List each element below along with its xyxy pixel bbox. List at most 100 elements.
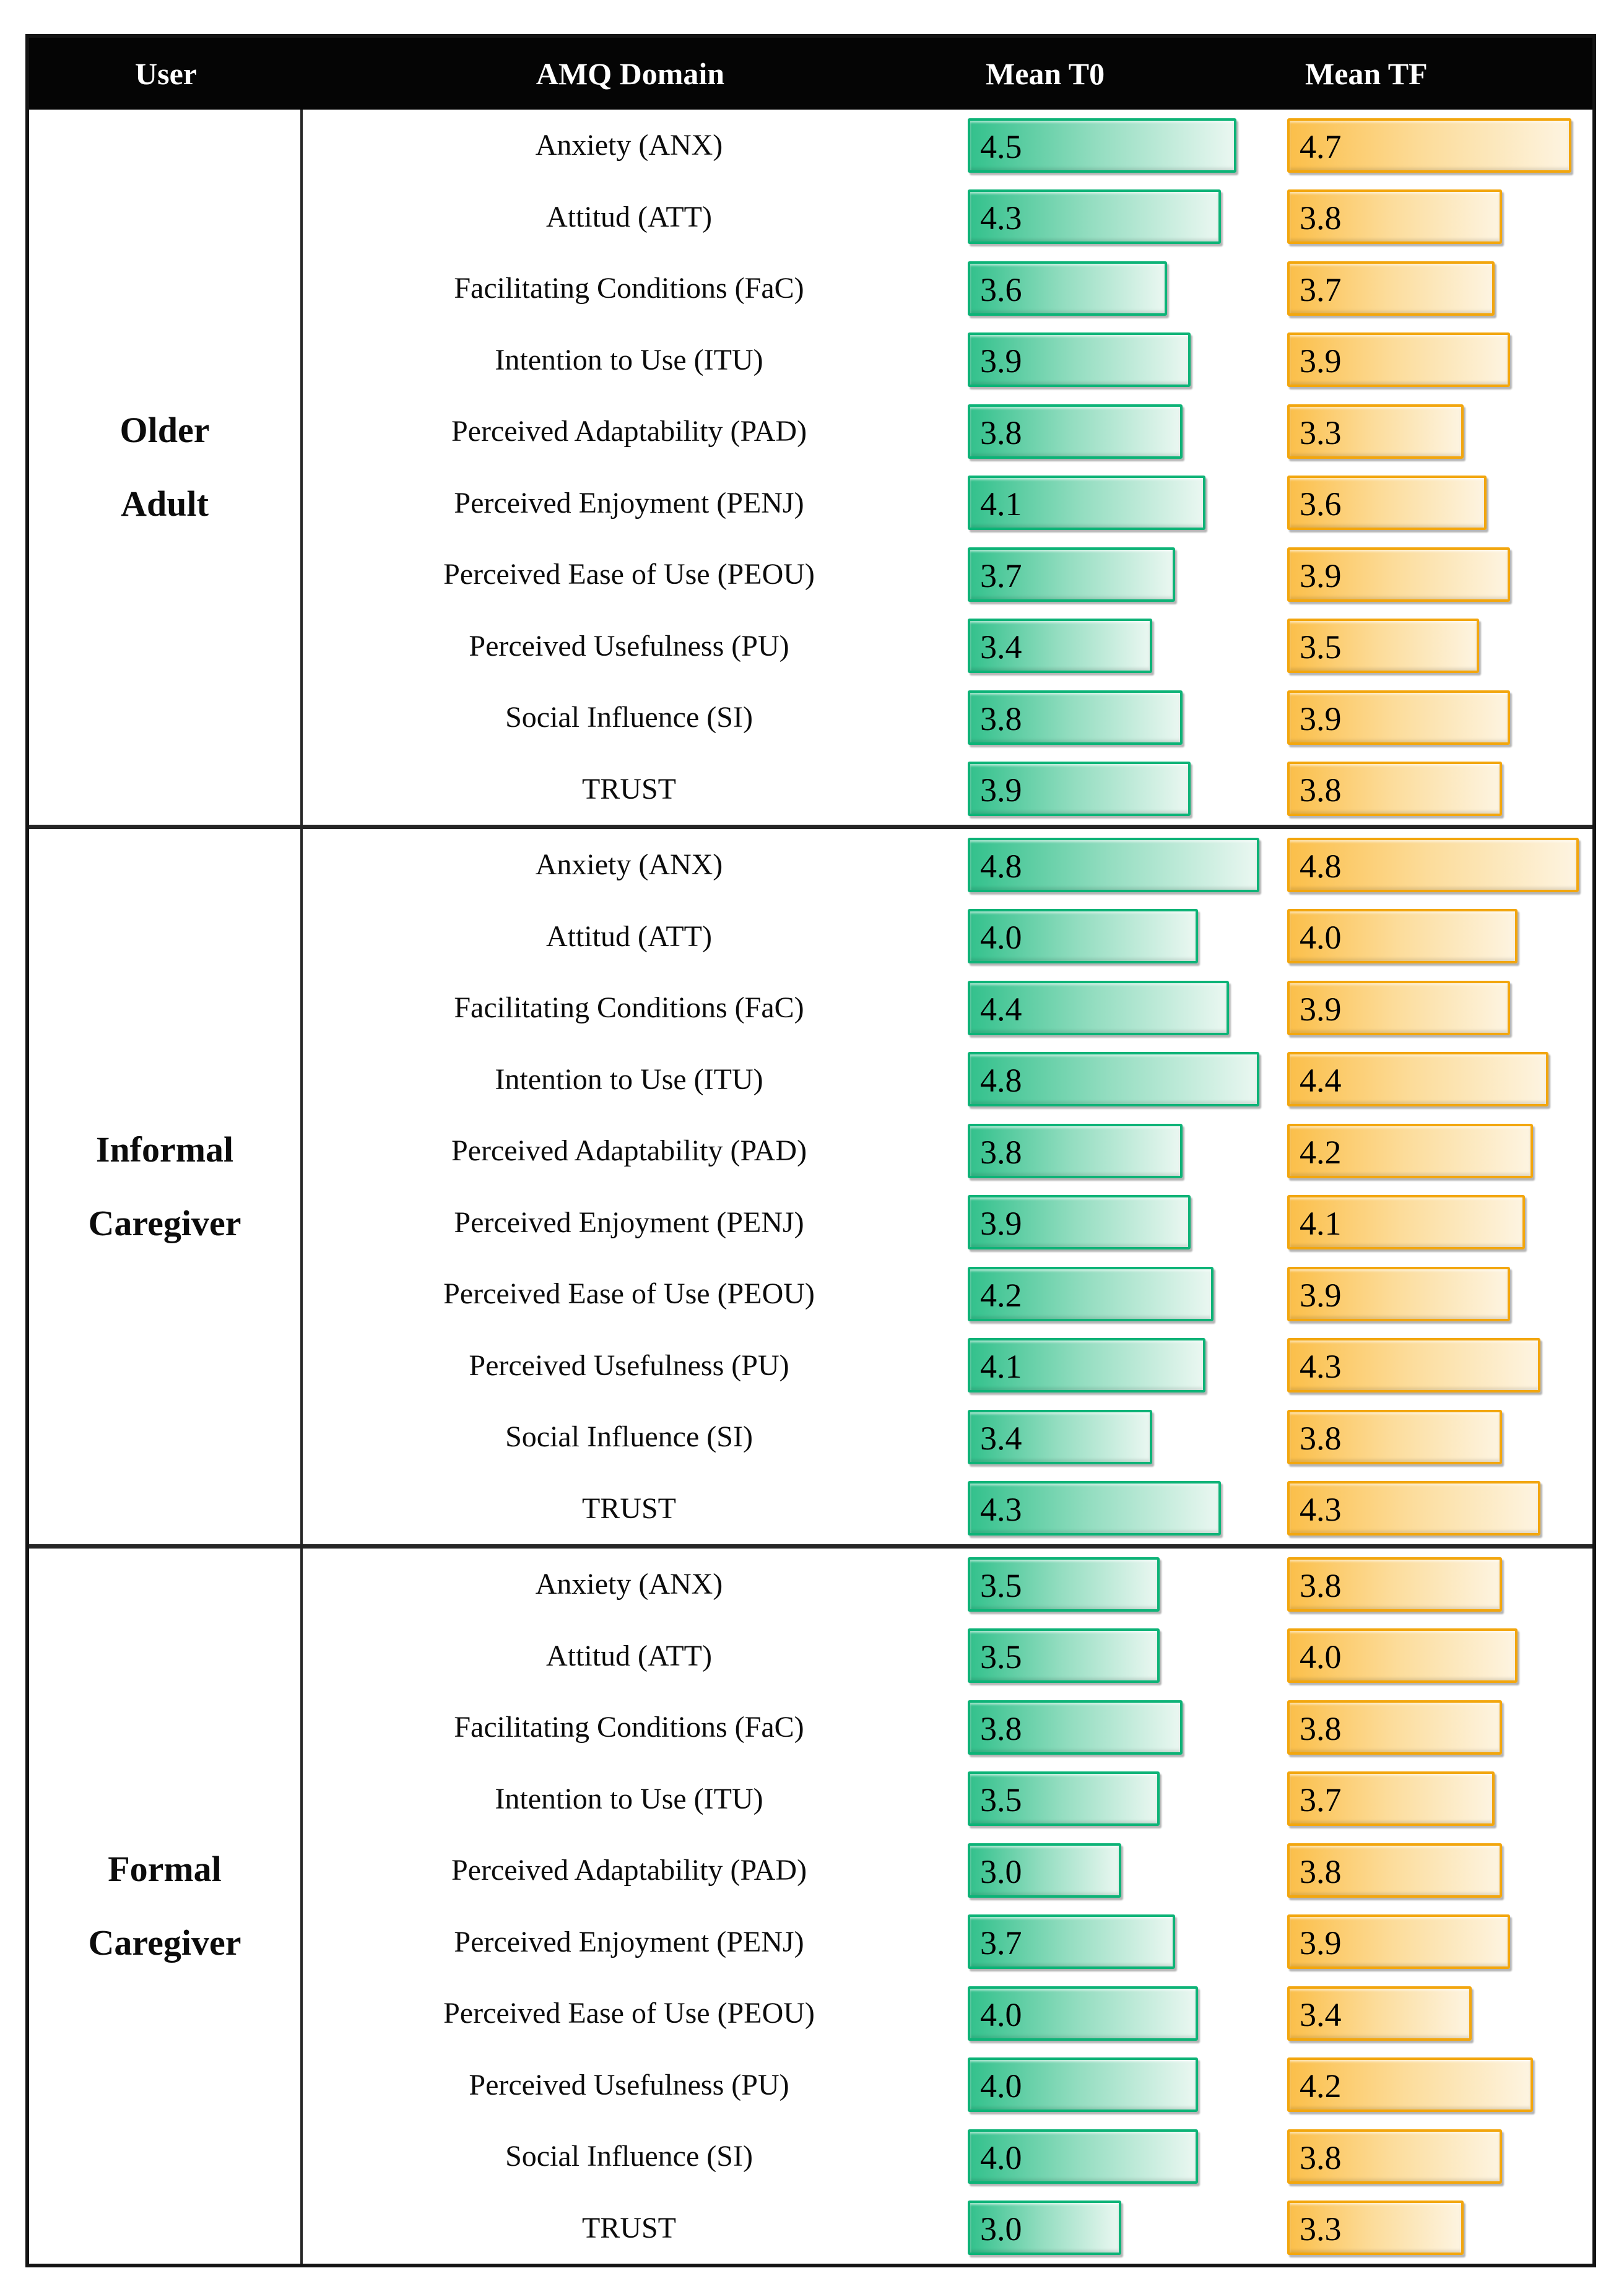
mean-tf-cell: 3.8 (1275, 1843, 1592, 1898)
mean-t0-bar: 4.1 (968, 1338, 1206, 1393)
mean-t0-value: 4.2 (980, 1276, 1022, 1314)
mean-tf-bar: 3.9 (1287, 332, 1510, 388)
mean-tf-value: 4.2 (1300, 1133, 1342, 1171)
table-row: Intention to Use (ITU) 3.5 3.7 (303, 1763, 1592, 1835)
domain-label: Social Influence (SI) (505, 2140, 753, 2173)
table-row: Intention to Use (ITU) 4.8 4.4 (303, 1044, 1592, 1116)
mean-t0-cell: 3.4 (955, 1409, 1275, 1464)
mean-tf-cell: 4.1 (1275, 1195, 1592, 1250)
mean-tf-bar: 4.4 (1287, 1052, 1548, 1107)
table-row: Social Influence (SI) 3.4 3.8 (303, 1401, 1592, 1473)
mean-t0-bar: 4.0 (968, 909, 1198, 964)
mean-tf-cell: 3.9 (1275, 980, 1592, 1035)
group-older-adult: Older Adult Anxiety (ANX) 4.5 4.7 Attitu… (29, 110, 1592, 825)
mean-tf-bar: 3.9 (1287, 690, 1510, 745)
header-mean-t0: Mean T0 (986, 56, 1105, 91)
mean-t0-cell: 4.2 (955, 1266, 1275, 1321)
mean-tf-cell: 3.8 (1275, 1700, 1592, 1755)
mean-tf-value: 3.8 (1300, 1419, 1342, 1457)
domain-label: Intention to Use (ITU) (495, 343, 763, 376)
mean-tf-bar: 3.9 (1287, 1914, 1510, 1970)
user-label-line: Caregiver (88, 1922, 241, 1963)
mean-tf-value: 3.9 (1300, 1924, 1342, 1962)
user-label-line: Formal (108, 1848, 222, 1889)
mean-t0-cell: 4.1 (955, 1338, 1275, 1393)
mean-tf-value: 4.1 (1300, 1205, 1342, 1243)
mean-t0-value: 3.0 (980, 2210, 1022, 2248)
group-formal-caregiver: Formal Caregiver Anxiety (ANX) 3.5 3.8 A… (29, 1544, 1592, 2264)
mean-t0-cell: 4.0 (955, 1986, 1275, 2041)
mean-t0-value: 4.0 (980, 2067, 1022, 2105)
mean-tf-bar: 3.8 (1287, 1700, 1503, 1755)
domain-label: Attitud (ATT) (546, 919, 712, 953)
domain-label: TRUST (581, 1492, 676, 1525)
mean-tf-value: 3.9 (1300, 1276, 1342, 1314)
mean-tf-bar: 3.7 (1287, 1771, 1495, 1827)
mean-t0-bar: 3.8 (968, 1700, 1183, 1755)
mean-tf-bar: 4.1 (1287, 1195, 1526, 1250)
mean-tf-value: 4.8 (1300, 847, 1342, 885)
domain-label: Perceived Adaptability (PAD) (451, 1854, 807, 1887)
mean-t0-value: 3.0 (980, 1853, 1022, 1890)
mean-t0-value: 4.3 (980, 1491, 1022, 1529)
mean-t0-bar: 3.5 (968, 1557, 1160, 1612)
mean-tf-value: 3.3 (1300, 2210, 1342, 2248)
mean-t0-bar: 3.4 (968, 619, 1152, 674)
mean-t0-bar: 4.0 (968, 2129, 1198, 2184)
mean-tf-cell: 4.0 (1275, 909, 1592, 964)
mean-tf-value: 3.7 (1300, 271, 1342, 308)
mean-tf-bar: 4.7 (1287, 118, 1571, 173)
mean-tf-value: 3.8 (1300, 1710, 1342, 1747)
mean-t0-value: 3.9 (980, 771, 1022, 809)
domain-label: Perceived Usefulness (PU) (469, 2068, 789, 2101)
user-label: Older Adult (120, 394, 210, 541)
table-row: Social Influence (SI) 4.0 3.8 (303, 2121, 1592, 2192)
mean-tf-value: 3.5 (1300, 628, 1342, 666)
table-row: Perceived Ease of Use (PEOU) 4.0 3.4 (303, 1978, 1592, 2049)
mean-t0-cell: 3.6 (955, 261, 1275, 316)
table-row: Facilitating Conditions (FaC) 4.4 3.9 (303, 972, 1592, 1044)
user-cell: Older Adult (29, 110, 303, 825)
domain-label: Perceived Enjoyment (PENJ) (454, 1925, 804, 1958)
mean-t0-bar: 3.9 (968, 1195, 1191, 1250)
domain-label: Anxiety (ANX) (535, 129, 723, 162)
mean-t0-cell: 3.0 (955, 2201, 1275, 2256)
table-row: TRUST 3.9 3.8 (303, 754, 1592, 825)
mean-t0-cell: 4.0 (955, 2057, 1275, 2113)
mean-t0-value: 3.8 (980, 414, 1022, 451)
group-rows: Anxiety (ANX) 4.8 4.8 Attitud (ATT) 4.0 … (303, 829, 1592, 1544)
mean-t0-bar: 3.4 (968, 1409, 1152, 1464)
mean-t0-value: 3.8 (980, 700, 1022, 737)
mean-tf-bar: 4.3 (1287, 1338, 1541, 1393)
table-row: Perceived Usefulness (PU) 4.1 4.3 (303, 1330, 1592, 1402)
mean-tf-cell: 4.8 (1275, 837, 1592, 892)
domain-label: TRUST (581, 772, 676, 806)
mean-t0-cell: 3.7 (955, 1914, 1275, 1970)
group-informal-caregiver: Informal Caregiver Anxiety (ANX) 4.8 4.8… (29, 825, 1592, 1544)
mean-tf-value: 3.9 (1300, 342, 1342, 380)
mean-t0-cell: 3.8 (955, 404, 1275, 459)
mean-tf-cell: 3.9 (1275, 332, 1592, 388)
mean-tf-cell: 4.3 (1275, 1338, 1592, 1393)
table-row: Perceived Adaptability (PAD) 3.0 3.8 (303, 1835, 1592, 1906)
user-label-line: Informal (95, 1129, 234, 1170)
mean-t0-bar: 4.4 (968, 980, 1229, 1035)
user-label-line: Older (119, 409, 210, 450)
domain-label: Intention to Use (ITU) (495, 1062, 763, 1096)
mean-tf-cell: 4.4 (1275, 1052, 1592, 1107)
mean-t0-value: 3.8 (980, 1133, 1022, 1171)
mean-t0-cell: 3.0 (955, 1843, 1275, 1898)
mean-tf-bar: 3.8 (1287, 1557, 1503, 1612)
mean-t0-value: 4.0 (980, 1996, 1022, 2033)
mean-tf-bar: 4.8 (1287, 837, 1579, 892)
mean-t0-value: 4.5 (980, 128, 1022, 165)
mean-t0-cell: 3.5 (955, 1628, 1275, 1684)
table-row: TRUST 3.0 3.3 (303, 2192, 1592, 2264)
mean-t0-value: 3.5 (980, 1781, 1022, 1819)
mean-t0-bar: 4.8 (968, 837, 1260, 892)
mean-tf-cell: 4.2 (1275, 1123, 1592, 1178)
table-row: Perceived Enjoyment (PENJ) 3.7 3.9 (303, 1906, 1592, 1978)
mean-tf-bar: 4.0 (1287, 909, 1518, 964)
mean-t0-value: 3.9 (980, 342, 1022, 380)
table-row: Perceived Enjoyment (PENJ) 3.9 4.1 (303, 1187, 1592, 1259)
